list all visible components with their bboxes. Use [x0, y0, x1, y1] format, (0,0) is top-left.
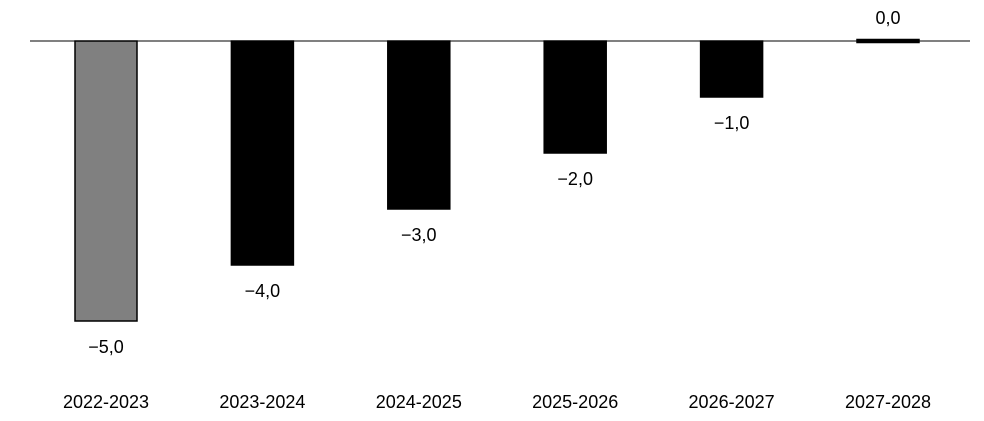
- data-label-2024-2025: −3,0: [401, 225, 437, 245]
- data-label-2026-2027: −1,0: [714, 113, 750, 133]
- data-label-2022-2023: −5,0: [88, 337, 124, 357]
- x-tick-label-2025-2026: 2025-2026: [532, 392, 618, 412]
- x-tick-label-2023-2024: 2023-2024: [219, 392, 305, 412]
- bar-2024-2025: [387, 40, 451, 210]
- bar-2022-2023: [74, 40, 138, 322]
- x-tick-label-2024-2025: 2024-2025: [376, 392, 462, 412]
- bar-2027-2028: [856, 38, 920, 44]
- x-tick-label-2027-2028: 2027-2028: [845, 392, 931, 412]
- data-label-2027-2028: 0,0: [875, 8, 900, 28]
- data-label-2023-2024: −4,0: [245, 281, 281, 301]
- bar-2025-2026: [543, 40, 607, 154]
- bar-2026-2027: [699, 40, 764, 98]
- data-label-2025-2026: −2,0: [557, 169, 593, 189]
- bar-2023-2024: [230, 40, 295, 266]
- x-tick-label-2026-2027: 2026-2027: [689, 392, 775, 412]
- x-tick-label-2022-2023: 2022-2023: [63, 392, 149, 412]
